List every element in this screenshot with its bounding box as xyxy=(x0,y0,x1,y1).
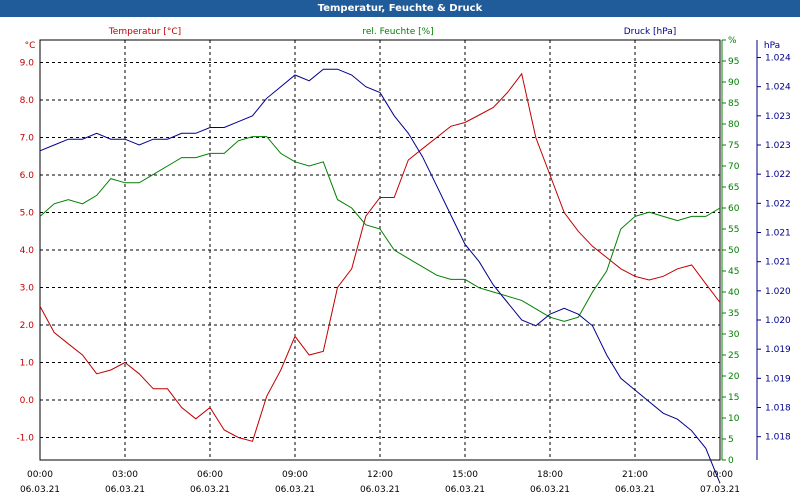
y-tick-label-pressure: 1.020 xyxy=(765,316,791,326)
x-tick-label-time: 09:00 xyxy=(282,470,308,480)
y-tick-label-temperature: 7.0 xyxy=(20,134,35,144)
y-tick-label-humidity: 45 xyxy=(728,267,739,277)
x-tick-label-date: 06.03.21 xyxy=(615,485,655,495)
x-tick-label-date: 06.03.21 xyxy=(445,485,485,495)
y-tick-label-pressure: 1.019 xyxy=(765,345,791,355)
axis-label-temperature: Temperatur [°C] xyxy=(108,27,181,37)
y-tick-label-humidity: 20 xyxy=(728,372,740,382)
y-axis-unit-temperature: °C xyxy=(25,41,36,51)
y-tick-label-temperature: -1.0 xyxy=(16,434,34,444)
y-tick-label-humidity: 70 xyxy=(728,162,740,172)
chart-grid xyxy=(39,39,721,461)
y-tick-label-pressure: 1.024 xyxy=(765,83,791,93)
y-tick-label-pressure: 1.018 xyxy=(765,404,791,414)
y-tick-label-humidity: 30 xyxy=(728,330,740,340)
x-tick-label-time: 00:00 xyxy=(707,470,733,480)
x-tick-label-date: 06.03.21 xyxy=(530,485,570,495)
y-tick-label-humidity: 35 xyxy=(728,309,739,319)
x-tick-label-time: 03:00 xyxy=(112,470,138,480)
y-tick-label-humidity: 5 xyxy=(728,435,734,445)
y-tick-label-humidity: 55 xyxy=(728,225,739,235)
axis-label-humidity: rel. Feuchte [%] xyxy=(362,27,433,37)
x-tick-label-date: 06.03.21 xyxy=(190,485,230,495)
y-tick-label-humidity: 80 xyxy=(728,120,740,130)
y-tick-label-pressure: 1.023 xyxy=(765,141,791,151)
y-tick-label-humidity: 85 xyxy=(728,99,739,109)
x-tick-label-time: 12:00 xyxy=(367,470,393,480)
y-tick-label-pressure: 1.023 xyxy=(765,112,791,122)
x-tick-label-time: 06:00 xyxy=(197,470,223,480)
y-tick-label-humidity: 65 xyxy=(728,183,739,193)
y-tick-label-humidity: 50 xyxy=(728,246,740,256)
series-line-right xyxy=(39,68,721,484)
chart-axes: -1.0 0.0 1.0 2.0 3.0 4.0 5.0 6.0 7.0 8.0 9.0 °C 0 5 10… xyxy=(16,27,791,495)
y-tick-label-pressure: 1.019 xyxy=(765,374,791,384)
y-tick-label-humidity: 40 xyxy=(728,288,740,298)
y-axis-unit-pressure: hPa xyxy=(764,41,780,51)
y-tick-label-pressure: 1.024 xyxy=(765,54,791,64)
series-line-left xyxy=(39,72,721,442)
y-tick-label-pressure: 1.021 xyxy=(765,229,791,239)
y-tick-label-temperature: 3.0 xyxy=(20,284,35,294)
y-tick-label-humidity: 0 xyxy=(728,456,734,466)
y-tick-label-humidity: 10 xyxy=(728,414,740,424)
x-tick-label-date: 06.03.21 xyxy=(360,485,400,495)
y-tick-label-pressure: 1.022 xyxy=(765,199,791,209)
x-tick-label-date: 06.03.21 xyxy=(275,485,315,495)
y-tick-label-humidity: 75 xyxy=(728,141,739,151)
y-tick-label-temperature: 4.0 xyxy=(20,246,35,256)
x-tick-label-time: 18:00 xyxy=(537,470,563,480)
y-tick-label-temperature: 2.0 xyxy=(20,321,35,331)
x-tick-label-date: 06.03.21 xyxy=(20,485,60,495)
y-tick-label-temperature: 5.0 xyxy=(20,209,35,219)
y-tick-label-temperature: 8.0 xyxy=(20,96,35,106)
x-tick-label-time: 15:00 xyxy=(452,470,478,480)
x-tick-label-time: 21:00 xyxy=(622,470,648,480)
axis-label-pressure: Druck [hPa] xyxy=(624,27,677,37)
x-tick-label-time: 00:00 xyxy=(27,470,53,480)
chart-title: Temperatur, Feuchte & Druck xyxy=(0,0,800,17)
y-tick-label-temperature: 1.0 xyxy=(20,359,35,369)
series-line-mid xyxy=(39,136,721,322)
y-tick-label-humidity: 90 xyxy=(728,78,740,88)
y-tick-label-temperature: 9.0 xyxy=(20,59,35,69)
y-tick-label-pressure: 1.020 xyxy=(765,287,791,297)
y-tick-label-humidity: 25 xyxy=(728,351,739,361)
y-tick-label-humidity: 60 xyxy=(728,204,740,214)
y-tick-label-pressure: 1.022 xyxy=(765,170,791,180)
x-tick-label-date: 06.03.21 xyxy=(105,485,145,495)
y-tick-label-temperature: 0.0 xyxy=(20,396,35,406)
y-tick-label-pressure: 1.018 xyxy=(765,433,791,443)
y-tick-label-temperature: 6.0 xyxy=(20,171,35,181)
y-tick-label-humidity: 15 xyxy=(728,393,739,403)
y-tick-label-humidity: % xyxy=(728,36,737,46)
chart-series xyxy=(39,68,721,484)
y-tick-label-pressure: 1.021 xyxy=(765,258,791,268)
y-tick-label-humidity: 95 xyxy=(728,57,739,67)
x-tick-label-date: 07.03.21 xyxy=(700,485,740,495)
